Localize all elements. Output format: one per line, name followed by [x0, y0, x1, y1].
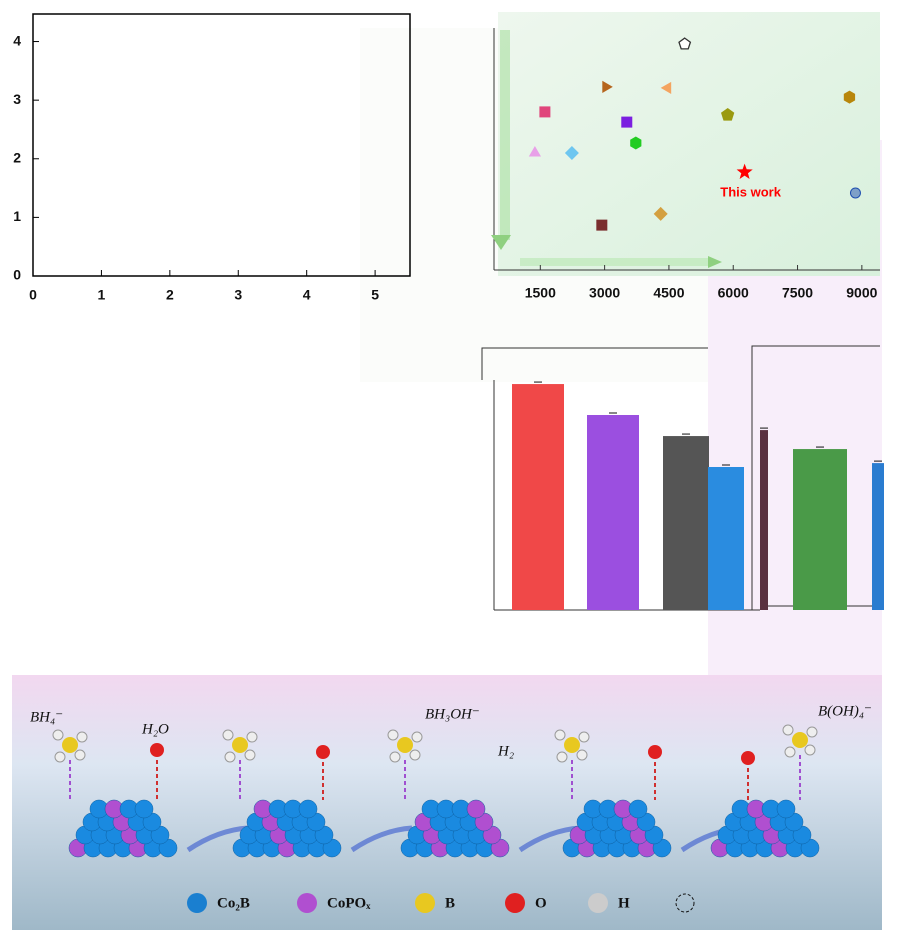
atom: [577, 750, 587, 760]
atom: [77, 732, 87, 742]
x-tick-label: 3: [234, 287, 242, 303]
formula-label: BH₄⁻: [30, 709, 63, 725]
atom: [150, 743, 164, 757]
point: [850, 188, 860, 198]
formula-label: H₂: [497, 743, 514, 759]
annotation: This work: [720, 185, 781, 200]
scatter-bg: [498, 12, 880, 276]
atom: [397, 737, 413, 753]
y-tick-label: 3: [13, 91, 21, 107]
point: [539, 106, 550, 117]
atom: [579, 732, 589, 742]
atom: [555, 730, 565, 740]
atom: [247, 732, 257, 742]
atom: [232, 737, 248, 753]
atom: [785, 747, 795, 757]
atom: [316, 745, 330, 759]
x-tick-label: 6000: [718, 285, 749, 301]
bar: [708, 467, 744, 610]
atom: [792, 732, 808, 748]
y-tick-label: 0: [13, 267, 21, 283]
x-tick-label: 7500: [782, 285, 813, 301]
atom: [805, 745, 815, 755]
atom: [53, 730, 63, 740]
atom: [55, 752, 65, 762]
legend-label: B: [445, 895, 455, 911]
atom: [225, 752, 235, 762]
atom: [412, 732, 422, 742]
formula-label: B(OH)₄⁻: [818, 703, 872, 719]
legend-label: CoPOₓ: [327, 895, 371, 911]
y-tick-label: 1: [13, 208, 21, 224]
formula-label: BH₃OH⁻: [425, 706, 480, 722]
figure: 0 1 2 3 4 5 0 1 2 3 4 1500 3000 4500 6000 7500 9000 This …: [0, 0, 898, 932]
bar: [760, 430, 768, 610]
atom: [388, 730, 398, 740]
legend-swatch: [505, 893, 525, 913]
legend-label: H: [618, 895, 630, 911]
bar: [587, 415, 639, 610]
arrow-bar: [520, 258, 710, 266]
x-tick-label: 0: [29, 287, 37, 303]
atom: [410, 750, 420, 760]
point: [621, 117, 632, 128]
atom: [741, 751, 755, 765]
y-tick-label: 4: [13, 32, 21, 48]
bar: [512, 384, 564, 610]
x-tick-label: 4: [303, 287, 311, 303]
x-tick-label: 2: [166, 287, 174, 303]
atom: [62, 737, 78, 753]
y-tick-label: 2: [13, 149, 21, 165]
atom: [783, 725, 793, 735]
atom: [564, 737, 580, 753]
legend-label: Co₂B: [217, 895, 250, 911]
arrow-bar: [500, 30, 510, 240]
atom: [245, 750, 255, 760]
legend-swatch: [588, 893, 608, 913]
x-tick-label: 1500: [525, 285, 556, 301]
axes-frame: [33, 14, 410, 276]
atom: [629, 800, 647, 818]
atom: [557, 752, 567, 762]
atom: [777, 800, 795, 818]
legend-swatch: [297, 893, 317, 913]
legend-swatch: [415, 893, 435, 913]
legend-label: O: [535, 895, 547, 911]
x-tick-label: 1: [98, 287, 106, 303]
atom: [467, 800, 485, 818]
atom: [223, 730, 233, 740]
bar: [872, 463, 884, 610]
x-tick-label: 9000: [846, 285, 877, 301]
x-tick-label: 5: [371, 287, 379, 303]
bar: [793, 449, 847, 610]
legend-swatch: [187, 893, 207, 913]
atom: [75, 750, 85, 760]
atom: [135, 800, 153, 818]
atom: [390, 752, 400, 762]
atom: [807, 727, 817, 737]
atom: [299, 800, 317, 818]
point: [596, 220, 607, 231]
bar: [663, 436, 709, 610]
x-tick-label: 4500: [653, 285, 684, 301]
formula-label: H₂O: [141, 721, 169, 737]
x-tick-label: 3000: [589, 285, 620, 301]
atom: [648, 745, 662, 759]
